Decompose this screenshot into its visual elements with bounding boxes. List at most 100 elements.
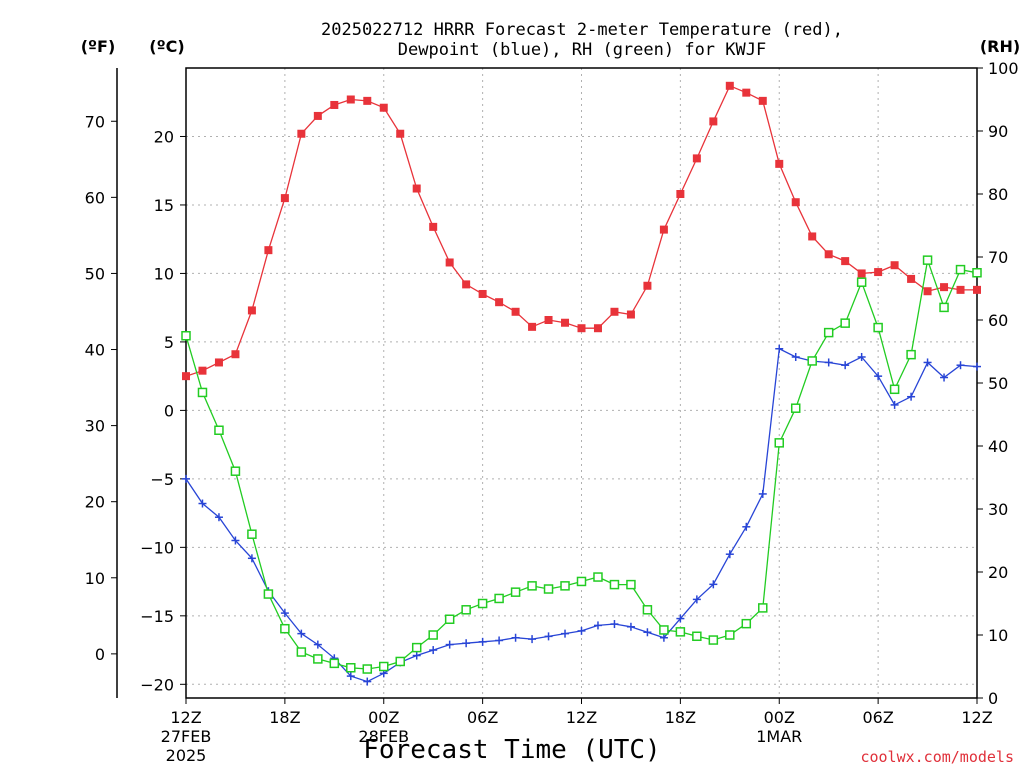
x-tick-label: 18Z — [665, 708, 696, 727]
dewpoint-point — [577, 626, 586, 635]
celsius-unit-label: (ºC) — [149, 37, 184, 56]
temperature-point — [280, 194, 289, 203]
dewpoint-point — [561, 629, 570, 638]
x-date-label: 1MAR — [756, 727, 802, 746]
temperature-point — [214, 358, 223, 367]
temperature-point — [247, 306, 256, 315]
rh-point — [741, 618, 752, 629]
temperature-point — [725, 81, 734, 90]
dewpoint-point — [643, 628, 652, 637]
dewpoint-point — [692, 595, 701, 604]
rh-point — [774, 438, 784, 448]
dewpoint-point — [626, 622, 635, 631]
rh-point — [444, 614, 455, 624]
rh-point — [329, 658, 340, 669]
dewpoint-point — [182, 474, 190, 483]
rh-tick-label: 80 — [988, 185, 1008, 204]
dewpoint-point — [676, 614, 685, 623]
rh-tick-label: 40 — [988, 437, 1008, 456]
rh-point — [906, 349, 916, 360]
rh-point — [313, 654, 323, 664]
x-tick-label: 12Z — [961, 708, 992, 727]
temperature-point — [412, 184, 421, 193]
temperature-point — [709, 117, 718, 126]
rh-point — [758, 603, 768, 613]
temperature-point — [528, 322, 537, 331]
x-tick-label: 00Z — [764, 708, 795, 727]
rh-point — [395, 656, 405, 667]
x-tick-label: 18Z — [269, 708, 300, 727]
dewpoint-point — [973, 362, 981, 371]
temperature-point — [198, 366, 207, 375]
dewpoint-point — [874, 372, 883, 381]
dewpoint-point — [791, 352, 800, 361]
x-date-label: 28FEB — [358, 727, 409, 746]
rh-tick-label: 100 — [988, 59, 1019, 78]
fahrenheit-unit-label: (ºF) — [81, 37, 116, 56]
fahrenheit-tick-label: 60 — [85, 188, 105, 207]
temperature-point — [264, 246, 273, 255]
temperature-point — [857, 269, 866, 278]
dewpoint-point — [462, 639, 471, 648]
fahrenheit-tick-label: 70 — [85, 112, 105, 131]
dewpoint-point — [775, 344, 784, 353]
temperature-point — [182, 372, 190, 381]
temperature-point — [758, 96, 767, 105]
rh-point — [560, 581, 570, 591]
rh-tick-label: 30 — [988, 500, 1008, 519]
dewpoint-point — [742, 522, 751, 531]
fahrenheit-tick-label: 10 — [85, 569, 105, 588]
rh-point — [576, 576, 587, 587]
celsius-tick-label: 15 — [154, 196, 174, 215]
dewpoint-point — [841, 361, 850, 370]
dewpoint-point — [412, 651, 421, 660]
x-tick-label: 12Z — [170, 708, 201, 727]
rh-tick-label: 90 — [988, 122, 1008, 141]
temperature-point — [973, 285, 981, 294]
celsius-tick-label: −10 — [140, 538, 174, 557]
rh-point — [263, 589, 274, 599]
rh-point — [296, 647, 307, 657]
fahrenheit-tick-label: 40 — [85, 341, 105, 360]
dewpoint-point — [544, 632, 553, 641]
dewpoint-point — [511, 633, 520, 642]
temperature-point — [841, 257, 850, 266]
dewpoint-point — [297, 629, 306, 638]
temperature-point — [791, 198, 800, 207]
rh-point — [543, 584, 554, 594]
rh-point — [247, 529, 257, 539]
temperature-point — [643, 281, 652, 290]
temperature-point — [775, 159, 784, 168]
temperature-point — [874, 268, 883, 277]
dewpoint-point — [659, 633, 668, 642]
rh-point — [955, 264, 966, 275]
rh-point — [626, 579, 636, 590]
rh-point — [230, 466, 241, 476]
temperature-point — [940, 283, 949, 292]
dewpoint-point — [363, 677, 372, 686]
rh-point — [708, 635, 719, 645]
x-axis-label: Forecast Time (UTC) — [363, 735, 660, 765]
temperature-point — [511, 307, 520, 316]
temperature-point — [330, 100, 339, 109]
x-date-label: 27FEB — [161, 727, 212, 746]
temperature-point — [577, 324, 586, 333]
dewpoint-point — [429, 646, 438, 655]
rh-point — [609, 579, 620, 590]
chart-title-line-1: 2025022712 HRRR Forecast 2-meter Tempera… — [321, 20, 843, 40]
temperature-point — [956, 285, 965, 294]
temperature-point — [742, 88, 751, 97]
celsius-tick-label: −15 — [140, 607, 174, 626]
rh-point — [972, 268, 982, 278]
temperature-point — [923, 287, 932, 296]
rh-point — [725, 630, 735, 640]
rh-point — [856, 277, 867, 287]
temperature-point — [495, 298, 504, 307]
temperature-point — [659, 225, 668, 234]
x-tick-label: 06Z — [467, 708, 498, 727]
temperature-point — [808, 232, 817, 241]
rh-point — [922, 255, 933, 265]
celsius-tick-label: −20 — [140, 675, 174, 694]
dewpoint-point — [593, 621, 602, 630]
